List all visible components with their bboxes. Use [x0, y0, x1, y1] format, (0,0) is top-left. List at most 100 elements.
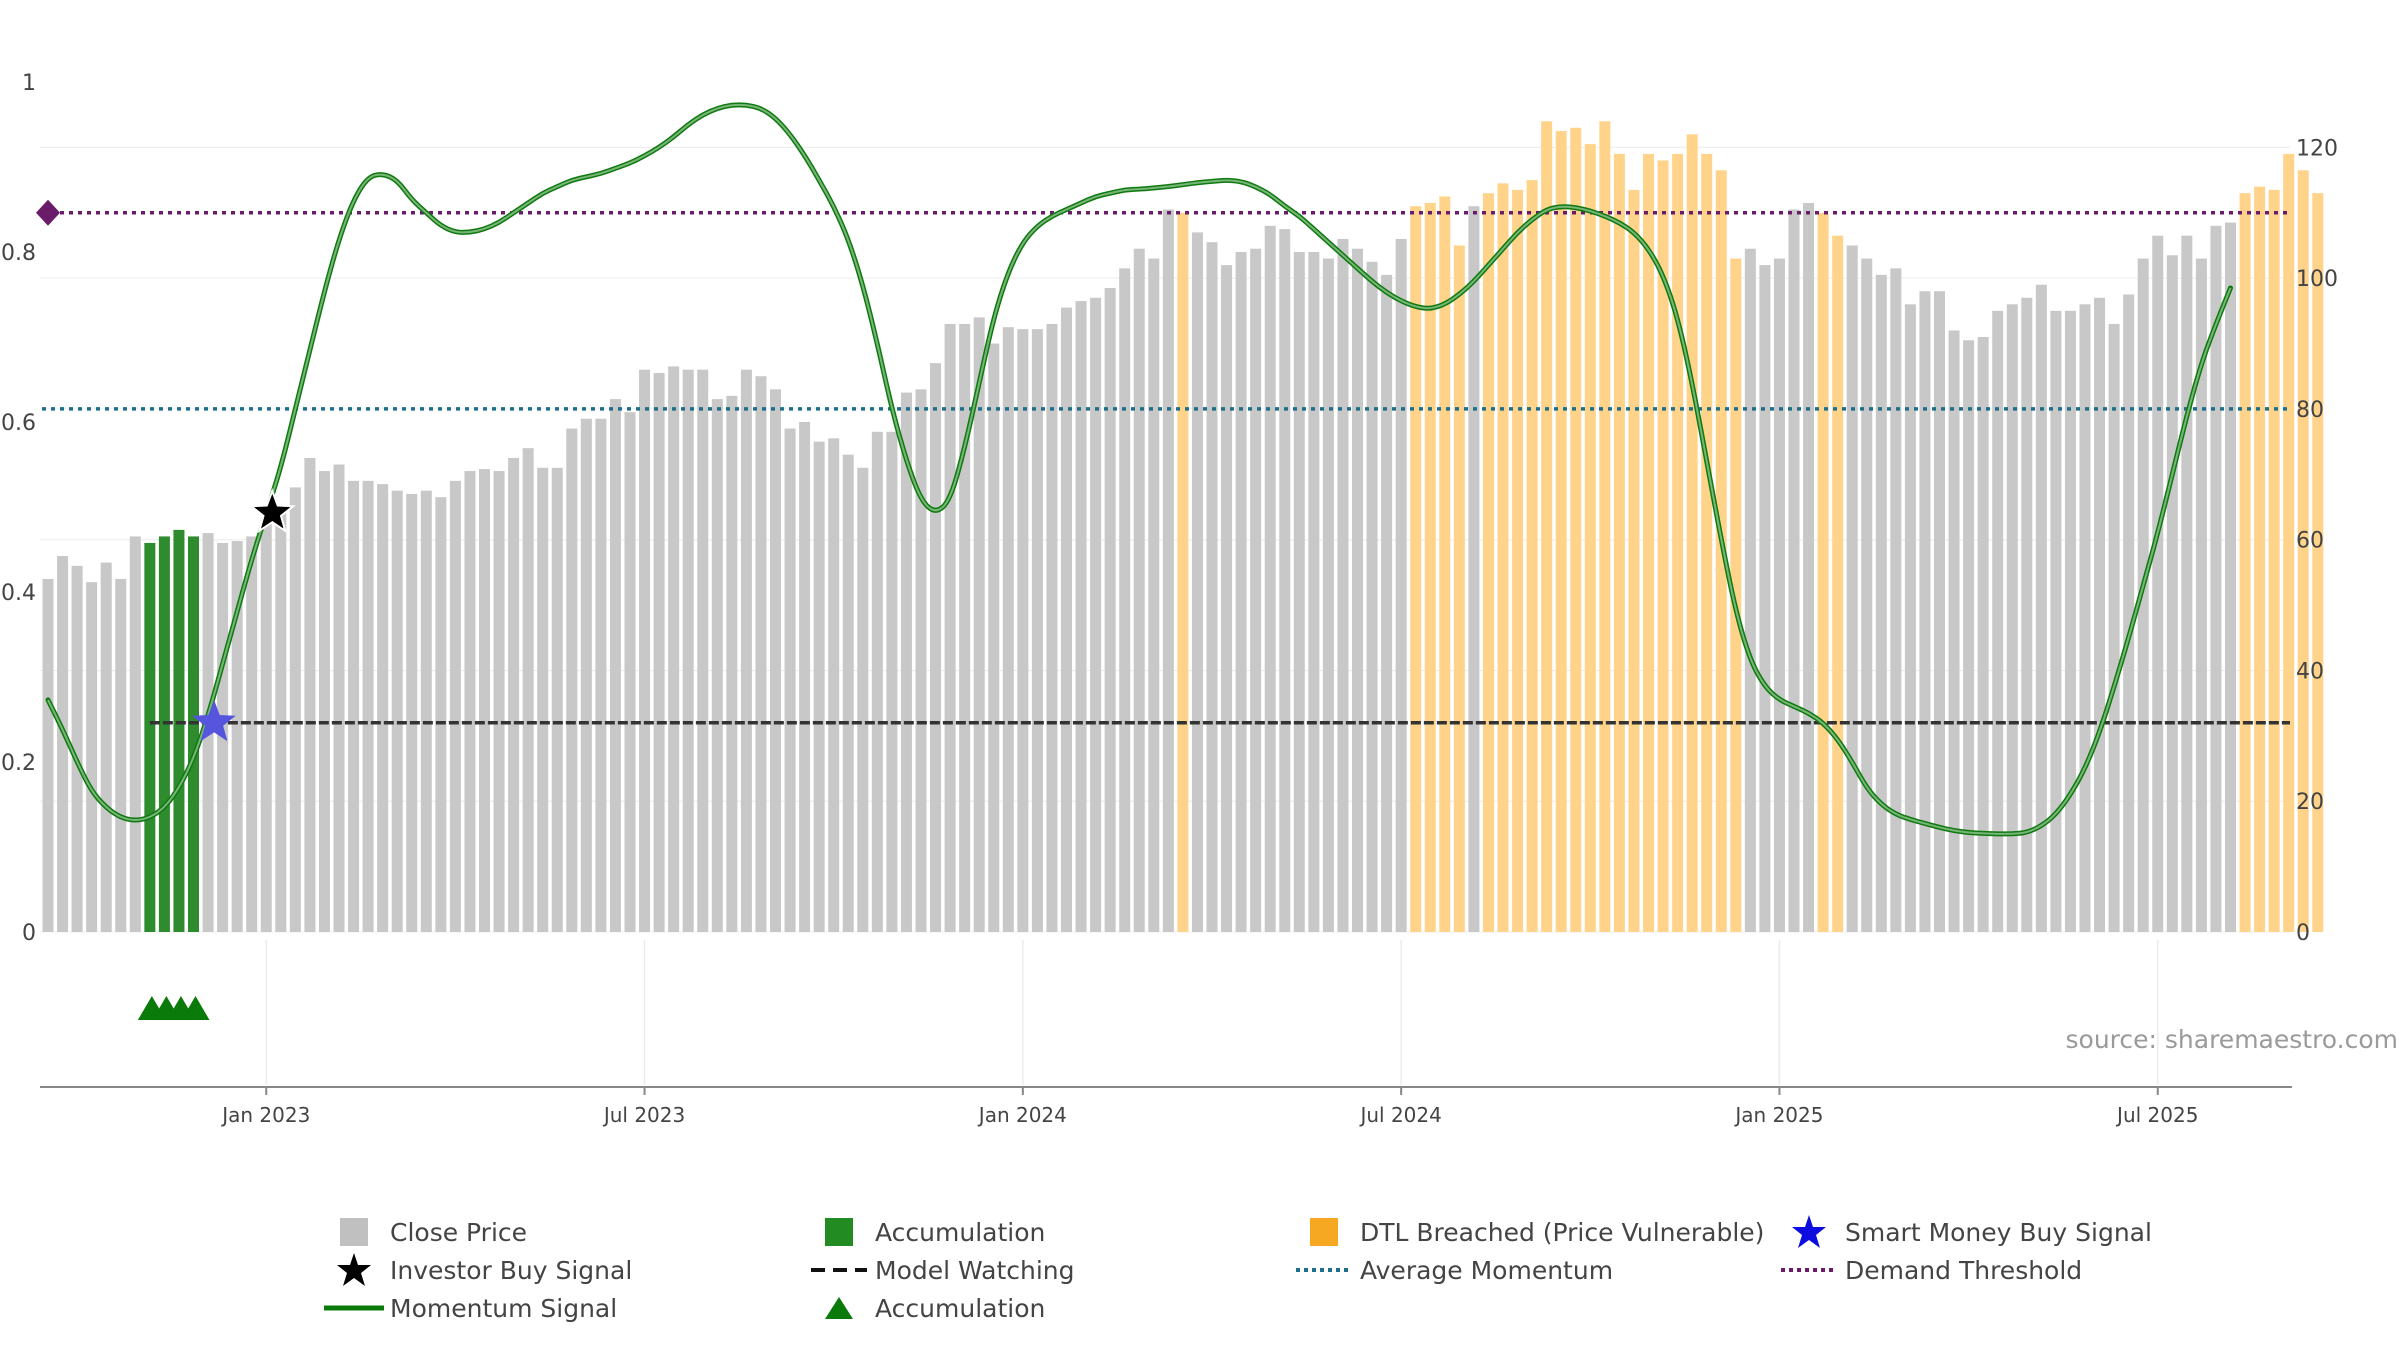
price-bar	[1890, 268, 1902, 932]
legend-label: Average Momentum	[1360, 1255, 1614, 1285]
left-axis-tick: 1	[22, 71, 36, 96]
price-bar	[1599, 121, 1611, 932]
green-square-icon	[805, 1215, 875, 1249]
green-triangle-icon	[805, 1291, 875, 1325]
price-bar	[2297, 170, 2309, 932]
price-bar	[1963, 340, 1975, 932]
price-bar	[1395, 238, 1407, 932]
price-bar	[2268, 189, 2280, 932]
price-bar	[42, 578, 54, 932]
x-axis-tick-label: Jan 2023	[220, 1103, 310, 1127]
price-bar	[464, 471, 476, 932]
price-bar	[595, 418, 607, 932]
price-bar	[1803, 202, 1815, 932]
price-bar	[1061, 307, 1072, 933]
price-bar	[653, 372, 665, 932]
price-bar	[1366, 261, 1378, 932]
price-bar	[1352, 248, 1363, 932]
right-axis-tick: 80	[2296, 398, 2324, 423]
price-bar	[1643, 153, 1654, 932]
price-bar	[1482, 193, 1494, 933]
price-bar	[1773, 258, 1785, 932]
price-bar	[173, 529, 185, 932]
x-axis-tick-label: Jul 2024	[1358, 1103, 1441, 1127]
price-bar	[813, 441, 825, 932]
legend-label: Accumulation	[875, 1217, 1046, 1247]
price-bar	[348, 480, 360, 932]
price-bar	[1177, 212, 1189, 932]
price-bar	[668, 366, 680, 932]
price-bar	[857, 467, 869, 932]
price-bar	[740, 369, 752, 932]
smart-money-buy-star	[192, 699, 236, 742]
price-bar	[2006, 304, 2018, 932]
price-bar	[479, 469, 490, 932]
price-bar	[1002, 327, 1014, 932]
price-bar	[1570, 127, 1582, 933]
accumulation-triangle	[181, 996, 210, 1020]
price-bar	[1191, 232, 1203, 932]
price-bar	[1875, 274, 1887, 932]
right-axis-tick: 120	[2296, 136, 2338, 161]
price-bar	[900, 392, 912, 933]
left-axis-tick: 0.4	[1, 581, 36, 606]
legend-model-watching: Model Watching	[805, 1253, 1075, 1287]
price-bar	[1526, 180, 1538, 933]
price-bar	[391, 490, 403, 932]
price-bar	[406, 493, 418, 932]
source-text: source: sharemaestro.com	[2066, 1025, 2399, 1054]
price-bar	[537, 467, 549, 932]
price-bar	[1090, 297, 1102, 932]
price-bar	[842, 454, 854, 932]
price-bar	[362, 480, 374, 932]
dashed-line-icon	[805, 1253, 875, 1287]
price-bar	[1308, 252, 1320, 932]
price-bar	[2152, 235, 2164, 933]
price-bar	[1133, 248, 1145, 932]
legend-close-price: Close Price	[320, 1215, 527, 1249]
price-bar	[1439, 196, 1451, 932]
price-bar	[377, 484, 389, 932]
price-bar	[726, 395, 738, 932]
price-bar	[522, 448, 534, 932]
price-bar	[1613, 153, 1625, 932]
price-bar	[2137, 258, 2149, 932]
legend-investor-buy: Investor Buy Signal	[320, 1253, 632, 1287]
price-bar	[1322, 258, 1334, 932]
price-bar	[2064, 310, 2076, 932]
price-bar	[1948, 330, 1960, 932]
price-bar	[639, 369, 651, 932]
legend-smart-money: Smart Money Buy Signal	[1775, 1215, 2152, 1249]
price-bar	[129, 536, 141, 932]
price-bar	[493, 471, 505, 932]
x-axis-tick-label: Jan 2025	[1733, 1103, 1823, 1127]
price-bar	[2254, 186, 2266, 933]
price-bar	[2094, 297, 2106, 932]
legend-dtl-breached: DTL Breached (Price Vulnerable)	[1290, 1215, 1764, 1249]
legend-label: Demand Threshold	[1845, 1255, 2083, 1285]
x-axis-tick-label: Jan 2024	[977, 1103, 1067, 1127]
price-bar	[1672, 153, 1684, 932]
price-bar	[508, 457, 520, 932]
price-bar	[886, 431, 898, 932]
price-bar	[2181, 235, 2193, 933]
price-bar	[770, 389, 781, 932]
price-bar	[100, 562, 112, 932]
price-bar	[1977, 337, 1989, 932]
price-bar	[2108, 323, 2120, 932]
left-axis-tick: 0.8	[1, 241, 36, 266]
momentum-overlay	[47, 103, 2232, 835]
price-bar	[1861, 258, 1873, 932]
price-bar	[1410, 206, 1422, 932]
legend-label: Accumulation	[875, 1293, 1046, 1323]
price-bar	[1992, 310, 2004, 932]
gray-square-icon	[320, 1215, 390, 1249]
legend-accumulation-marker: Accumulation	[805, 1291, 1045, 1325]
price-bar	[2283, 153, 2295, 932]
price-bar	[2210, 225, 2222, 932]
bars	[42, 121, 2324, 933]
price-bar	[1424, 202, 1436, 932]
price-bar	[2225, 222, 2236, 933]
price-bar	[682, 369, 694, 932]
